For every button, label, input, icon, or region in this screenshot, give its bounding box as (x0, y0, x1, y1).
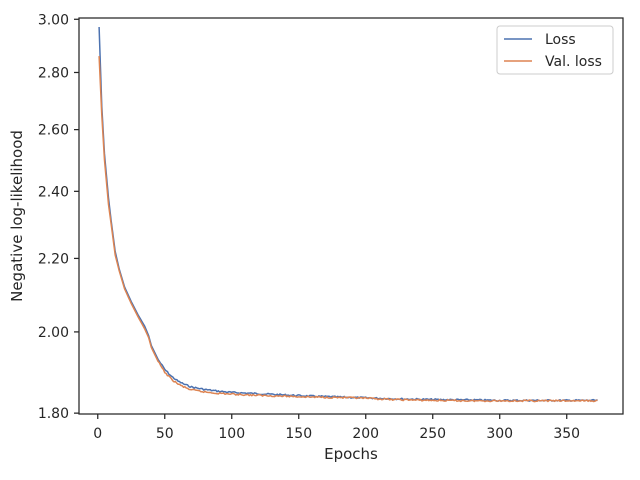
legend: Loss Val. loss (496, 25, 614, 75)
y-tick-label: 2.80 (38, 65, 69, 81)
legend-box (496, 25, 614, 75)
y-axis-ticks: 1.80 2.00 2.20 2.40 2.60 2.80 3.00 (38, 12, 79, 422)
x-tick-label: 250 (419, 426, 446, 442)
x-tick-label: 150 (285, 426, 312, 442)
series-line-1 (98, 27, 598, 402)
y-axis-label: Negative log-likelihood (8, 130, 26, 302)
x-axis-label: Epochs (324, 445, 378, 463)
x-axis-ticks: 0 50 100 150 200 250 300 350 (93, 414, 580, 442)
x-tick-label: 350 (553, 426, 580, 442)
y-tick-label: 2.00 (38, 325, 69, 341)
legend-entry: Loss (545, 32, 576, 48)
legend-entry: Val. loss (545, 54, 602, 70)
y-tick-label: 3.00 (38, 12, 69, 28)
x-tick-label: 100 (218, 426, 245, 442)
y-tick-label: 2.20 (38, 251, 69, 267)
y-tick-label: 1.80 (38, 406, 69, 422)
x-tick-label: 50 (156, 426, 174, 442)
y-tick-label: 2.60 (38, 123, 69, 139)
x-tick-label: 0 (93, 426, 102, 442)
x-tick-label: 200 (352, 426, 379, 442)
x-tick-label: 300 (486, 426, 513, 442)
series-line-2 (98, 56, 598, 403)
series-lines (98, 27, 598, 403)
y-tick-label: 2.40 (38, 184, 69, 200)
plot-frame (78, 17, 624, 415)
